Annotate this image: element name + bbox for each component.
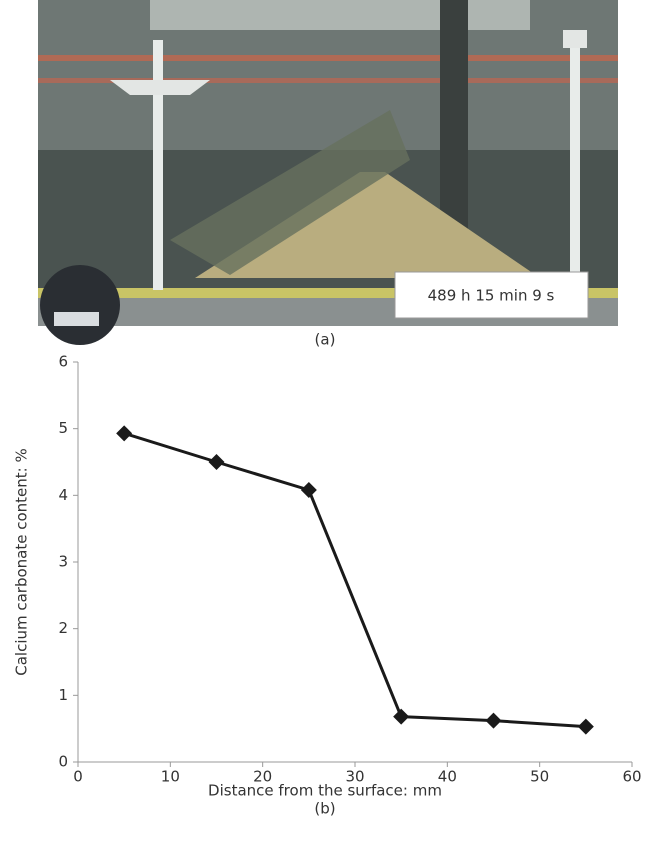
x-tick-label: 40 [438,768,457,786]
y-tick-label: 2 [58,619,68,637]
x-tick-label: 30 [345,768,364,786]
x-tick-label: 50 [530,768,549,786]
x-tick-label: 20 [253,768,272,786]
x-tick-label: 60 [622,768,641,786]
data-point [485,712,502,729]
photo-caption: (a) [315,331,336,349]
y-axis-title: Calcium carbonate content: % [13,448,31,676]
data-point [393,708,410,725]
timestamp: 489 h 15 min 9 s [428,287,555,305]
y-tick-label: 4 [58,486,68,504]
x-tick-label: 0 [73,768,83,786]
y-tick-label: 0 [58,753,68,771]
y-tick-label: 5 [58,419,68,437]
x-axis-title: Distance from the surface: mm [208,782,442,800]
data-point [116,425,133,442]
y-tick-label: 6 [58,353,68,371]
chart-caption: (b) [314,800,335,818]
data-point [300,482,317,498]
x-tick-label: 10 [161,768,180,786]
y-tick-label: 3 [58,553,68,571]
data-point [208,454,225,470]
data-line [123,431,586,729]
data-point [577,718,594,735]
y-tick-label: 1 [58,686,68,704]
timestamp-box [394,271,589,319]
photo: 489 h 15 min 9 s [38,0,618,345]
